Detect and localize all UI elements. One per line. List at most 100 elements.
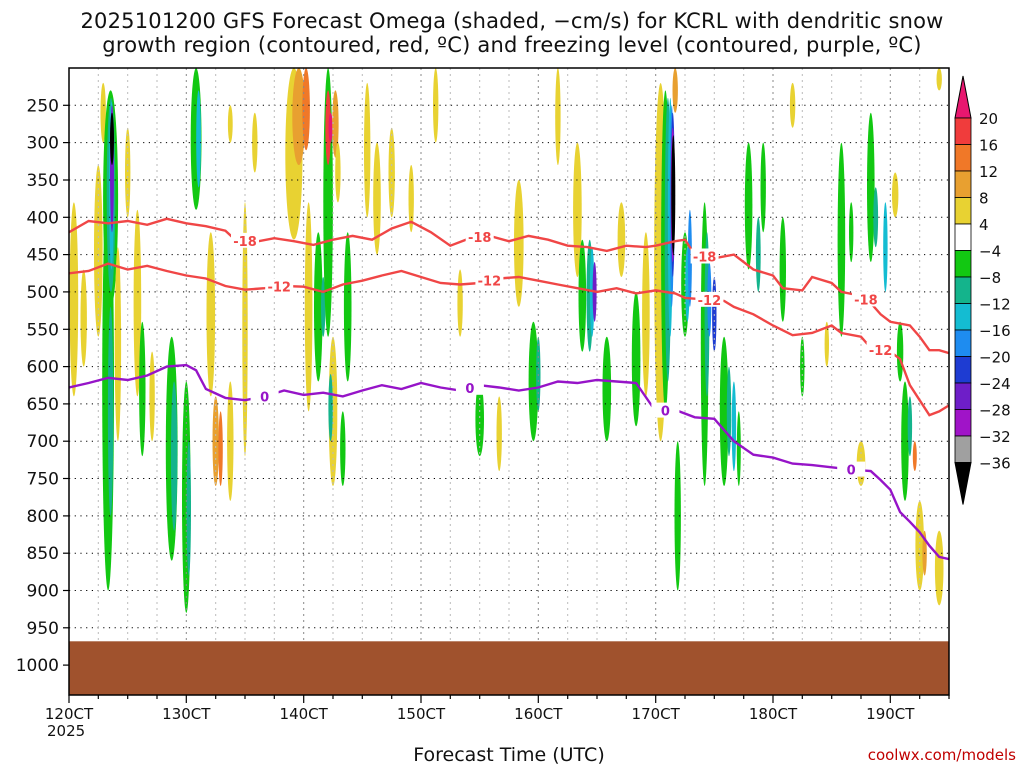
x-tick-label: 160CT: [514, 705, 563, 723]
omega-shade-blob: [475, 381, 485, 457]
y-tick-label: 450: [27, 246, 59, 266]
colorbar-segment: [954, 329, 972, 357]
x-tick-label: 190CT: [866, 705, 915, 723]
omega-shade-blob: [343, 232, 352, 382]
omega-shade-blob: [107, 306, 114, 516]
x-year-label: 2025: [47, 722, 86, 740]
contour-label-bg: [475, 272, 504, 288]
colorbar-label: −36: [979, 455, 1011, 473]
omega-shade-blob: [314, 232, 323, 382]
colorbar-segment: [954, 303, 972, 331]
omega-shade-blob: [110, 112, 114, 165]
omega-shade-blob: [687, 209, 692, 307]
omega-shade-blob: [196, 90, 202, 188]
omega-shade-blob: [100, 82, 106, 143]
omega-shade-blob: [719, 336, 729, 486]
omega-shade-blob: [907, 396, 913, 457]
contour-label-bg: [231, 232, 259, 248]
contour-label: 0: [661, 405, 670, 420]
omega-shade-blob: [373, 142, 381, 255]
contour-label-bg: [837, 461, 866, 477]
colorbar-label: 4: [979, 216, 989, 234]
contour-line: [69, 262, 949, 417]
contour-label-bg: [851, 291, 880, 307]
colorbar-segment: [954, 276, 972, 304]
y-tick-label: 550: [27, 320, 59, 340]
contour-label-bg: [250, 388, 279, 404]
omega-shade-blob: [837, 142, 846, 337]
colorbar-label: −28: [979, 402, 1011, 420]
colorbar-label: 8: [979, 190, 989, 208]
omega-shade-blob: [133, 209, 142, 397]
omega-shade-blob: [242, 202, 248, 457]
y-axis-ticks: 250 300 350 400 450 500 550 600 650 700 750 800 850 9…: [16, 96, 69, 676]
omega-shade-blob: [433, 68, 439, 143]
x-axis-ticks: 120CT 130CT 140CT 150CT 160CT 170CT 180CT 190CT: [45, 695, 950, 723]
contour-label-bg: [690, 248, 719, 264]
y-tick-label: 250: [27, 96, 59, 116]
omega-shade-blob: [186, 441, 191, 576]
omega-shade-blob: [736, 411, 741, 487]
colorbar: 20 16 12 8 4 −4 −8 −12 −16 −20 −24 −28 −32 −36: [954, 75, 1011, 505]
omega-shade-blob: [915, 500, 924, 591]
contour-label: 0: [465, 382, 474, 397]
omega-shade-blob: [328, 112, 333, 143]
omega-shade-blob: [252, 112, 258, 173]
contour-label-bg: [265, 278, 294, 294]
omega-shade-blob: [912, 441, 917, 471]
chart-title-line2: growth region (contoured, red, ºC) and f…: [102, 33, 922, 57]
omega-shade-blob: [328, 374, 333, 442]
omega-shade-blob: [824, 321, 829, 367]
colorbar-top-arrow: [954, 75, 972, 119]
omega-shade-blob: [755, 217, 761, 292]
colorbar-label: −20: [979, 349, 1011, 367]
omega-shade-blob: [731, 381, 737, 472]
omega-shade-blob: [573, 142, 582, 277]
y-tick-label: 950: [27, 619, 59, 639]
contour-label: -12: [869, 344, 893, 359]
y-tick-label: 1000: [16, 656, 59, 676]
colorbar-segment: [954, 117, 972, 145]
x-tick-label: 130CT: [162, 705, 211, 723]
omega-shade-blob: [578, 239, 587, 352]
omega-shade-blob: [227, 105, 233, 143]
omega-shade-blob: [896, 321, 904, 382]
y-tick-label: 650: [27, 395, 59, 415]
x-tick-label: 150CT: [397, 705, 446, 723]
omega-shade-blob: [883, 202, 888, 292]
y-tick-label: 400: [27, 208, 59, 228]
omega-shade-blob: [94, 165, 103, 337]
contour-label: 0: [260, 390, 269, 405]
omega-shade-blob: [304, 202, 313, 412]
omega-shade-blob: [800, 336, 805, 397]
colorbar-label: −8: [979, 269, 1001, 287]
colorbar-label: 16: [979, 137, 998, 155]
omega-shade-blob: [892, 172, 899, 218]
y-tick-label: 350: [27, 171, 59, 191]
chart-title-line1: 2025101200 GFS Forecast Omega (shaded, −…: [80, 9, 944, 33]
omega-shade-blob: [227, 381, 234, 501]
contour-label-bg: [455, 379, 484, 395]
y-tick-label: 800: [27, 507, 59, 527]
omega-shade-blob: [760, 142, 766, 233]
omega-shade-blob: [867, 112, 875, 263]
omega-shade-blob: [901, 381, 909, 501]
colorbar-segment: [954, 250, 972, 278]
omega-shade-blob: [125, 127, 131, 218]
colorbar-segment: [954, 223, 972, 251]
omega-shade-blob: [325, 90, 331, 165]
contour-label: -12: [267, 281, 291, 296]
omega-shade-blob: [80, 269, 87, 367]
omega-shade-blob: [789, 82, 796, 128]
omega-shade-blob: [779, 217, 786, 322]
terrain-block: [69, 641, 949, 695]
x-tick-label: 140CT: [280, 705, 329, 723]
omega-shade-blob: [408, 165, 414, 233]
colorbar-label: −16: [979, 322, 1011, 340]
omega-shade-blob: [672, 68, 678, 113]
omega-shade-blob: [744, 142, 753, 270]
omega-shade-blob: [602, 336, 612, 442]
omega-shade-blob: [139, 321, 146, 457]
omega-shade-blob: [332, 90, 339, 158]
